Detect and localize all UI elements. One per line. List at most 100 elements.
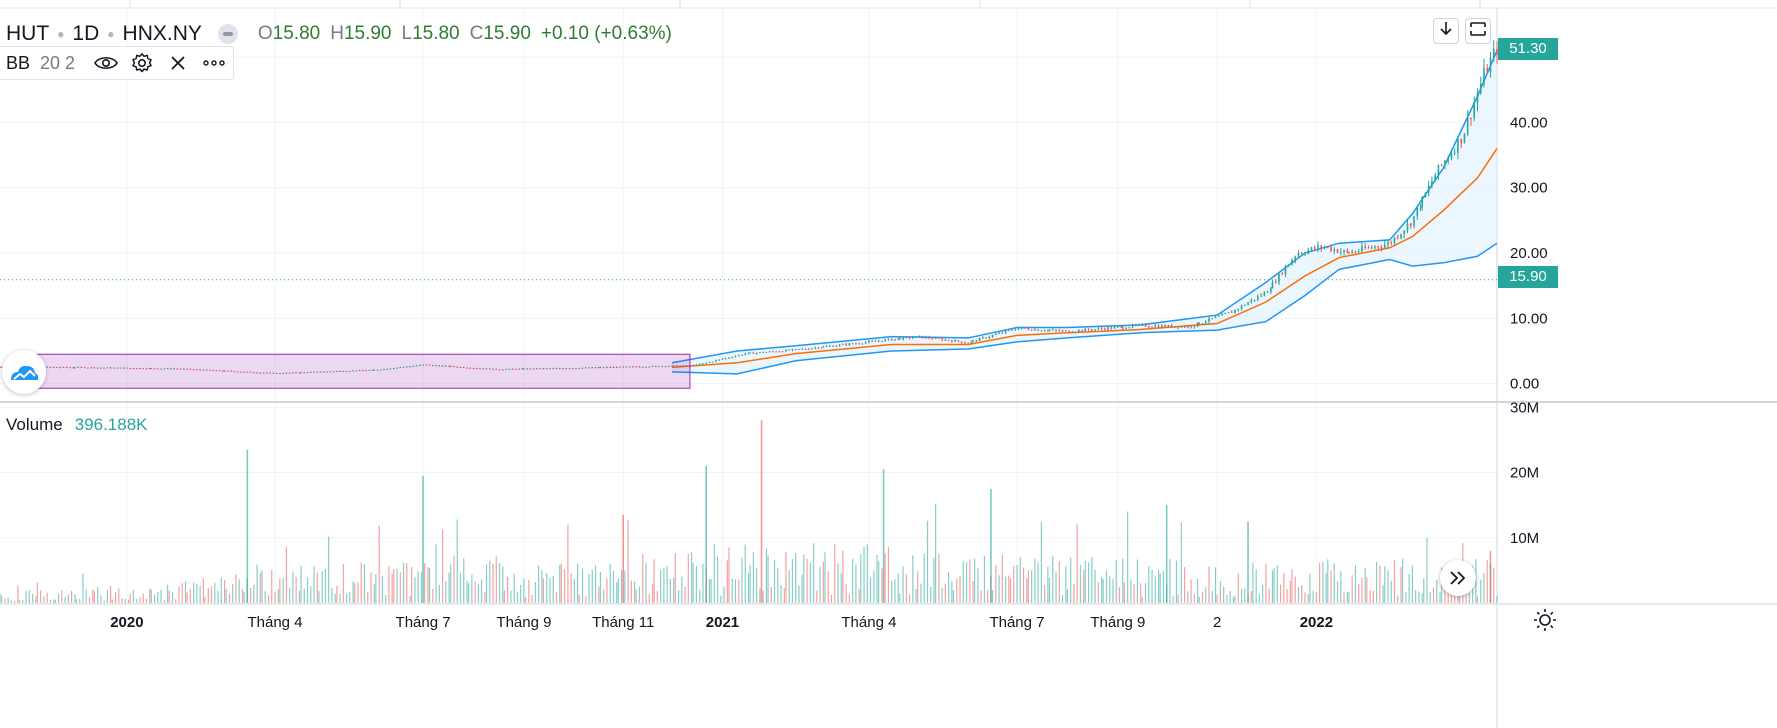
candle-body — [625, 366, 628, 368]
candle-body — [960, 341, 963, 343]
more-icon[interactable] — [201, 50, 227, 76]
volume-bar — [1286, 589, 1288, 603]
candle-body — [256, 372, 258, 374]
volume-bar — [367, 592, 369, 603]
volume-bar — [1273, 568, 1275, 603]
volume-bar — [1219, 580, 1221, 603]
volume-bar — [357, 582, 359, 603]
volume-bar — [485, 564, 488, 603]
volume-bar — [752, 552, 754, 603]
volume-bar — [503, 590, 506, 603]
candle-body — [1157, 325, 1160, 328]
volume-bar — [520, 585, 522, 603]
close-icon[interactable] — [165, 50, 191, 76]
candle-body — [947, 339, 950, 341]
candle-body — [249, 371, 252, 373]
volume-bar — [616, 582, 618, 603]
candle-body — [292, 372, 294, 374]
volume-bar — [891, 580, 893, 603]
candle-body — [80, 366, 83, 368]
ticker[interactable]: HUT — [6, 22, 50, 45]
gear-icon[interactable] — [129, 50, 155, 76]
candle-body — [1390, 242, 1393, 244]
volume-bar — [1351, 575, 1353, 603]
time-axis-label: Tháng 9 — [1090, 614, 1145, 631]
volume-bar — [142, 593, 144, 603]
candle-body — [1367, 247, 1370, 249]
change-value: +0.10 (+0.63%) — [540, 23, 672, 44]
fullscreen-button[interactable] — [1465, 18, 1491, 44]
volume-bar — [1034, 558, 1036, 603]
volume-bar — [887, 547, 890, 603]
price-axis-label: 40.00 — [1510, 114, 1548, 131]
sun-gear-icon[interactable] — [1532, 607, 1558, 633]
candle-body — [571, 368, 574, 370]
candle-body — [300, 372, 302, 374]
candle-body — [1323, 246, 1326, 248]
volume-bar — [824, 552, 826, 603]
candle-body — [951, 340, 953, 342]
candle-body — [615, 366, 618, 368]
volume-bar — [1418, 591, 1420, 603]
volume-bar — [881, 568, 883, 603]
candle-body — [209, 369, 211, 371]
volume-bar — [780, 585, 782, 603]
candle-body — [1361, 246, 1363, 252]
eye-icon[interactable] — [93, 50, 119, 76]
volume-bar — [617, 578, 619, 603]
indicator-legend[interactable]: BB 20 2 — [0, 46, 235, 80]
candle-body — [1141, 324, 1144, 326]
volume-bar — [375, 574, 377, 603]
separator-dot: ● — [107, 27, 115, 41]
volume-bar — [674, 553, 676, 603]
volume-bar — [941, 587, 943, 603]
volume-bar — [1055, 571, 1057, 603]
volume-bar — [1421, 593, 1423, 603]
volume-bar — [0, 593, 1, 603]
candle-body — [848, 343, 851, 346]
volume-bar — [845, 584, 847, 603]
scroll-to-realtime-button[interactable] — [1440, 560, 1476, 596]
volume-bar — [642, 554, 644, 603]
cloud-logo-icon[interactable] — [2, 350, 46, 394]
volume-bar — [54, 599, 56, 603]
candle-body — [1447, 158, 1449, 161]
volume-bar — [687, 553, 689, 603]
volume-bar — [149, 588, 151, 603]
volume-bar — [852, 558, 854, 603]
volume-bar — [783, 588, 785, 603]
candle-body — [1071, 332, 1074, 334]
candle-body — [153, 368, 156, 370]
candle-body — [804, 348, 807, 350]
volume-bar — [1346, 592, 1348, 603]
volume-bar — [459, 573, 462, 603]
collapse-legend-button[interactable] — [217, 24, 238, 44]
volume-bar — [228, 593, 231, 603]
candle-body — [1061, 330, 1064, 332]
candle-body — [941, 338, 943, 341]
volume-bar — [591, 569, 593, 603]
volume-bar — [1004, 576, 1007, 603]
volume-bar — [1226, 595, 1228, 603]
volume-bar — [830, 594, 833, 603]
volume-bar — [186, 592, 188, 603]
candle-body — [106, 367, 109, 369]
volume-bar — [541, 570, 543, 603]
candle-body — [1427, 185, 1430, 193]
download-button[interactable] — [1433, 18, 1459, 44]
volume-bar — [310, 586, 312, 603]
volume-bar — [598, 586, 600, 603]
candle-body — [1064, 330, 1067, 332]
volume-bar — [1187, 591, 1189, 603]
volume-bar — [1144, 582, 1147, 603]
candle-body — [995, 333, 997, 336]
candle-body — [737, 354, 740, 357]
volume-bar — [534, 582, 536, 603]
interval[interactable]: 1D — [72, 22, 100, 45]
volume-bar — [1415, 589, 1417, 603]
volume-bar — [1079, 565, 1082, 603]
volume-bar — [414, 577, 416, 603]
volume-bar — [546, 572, 548, 603]
candle-body — [1291, 259, 1293, 265]
